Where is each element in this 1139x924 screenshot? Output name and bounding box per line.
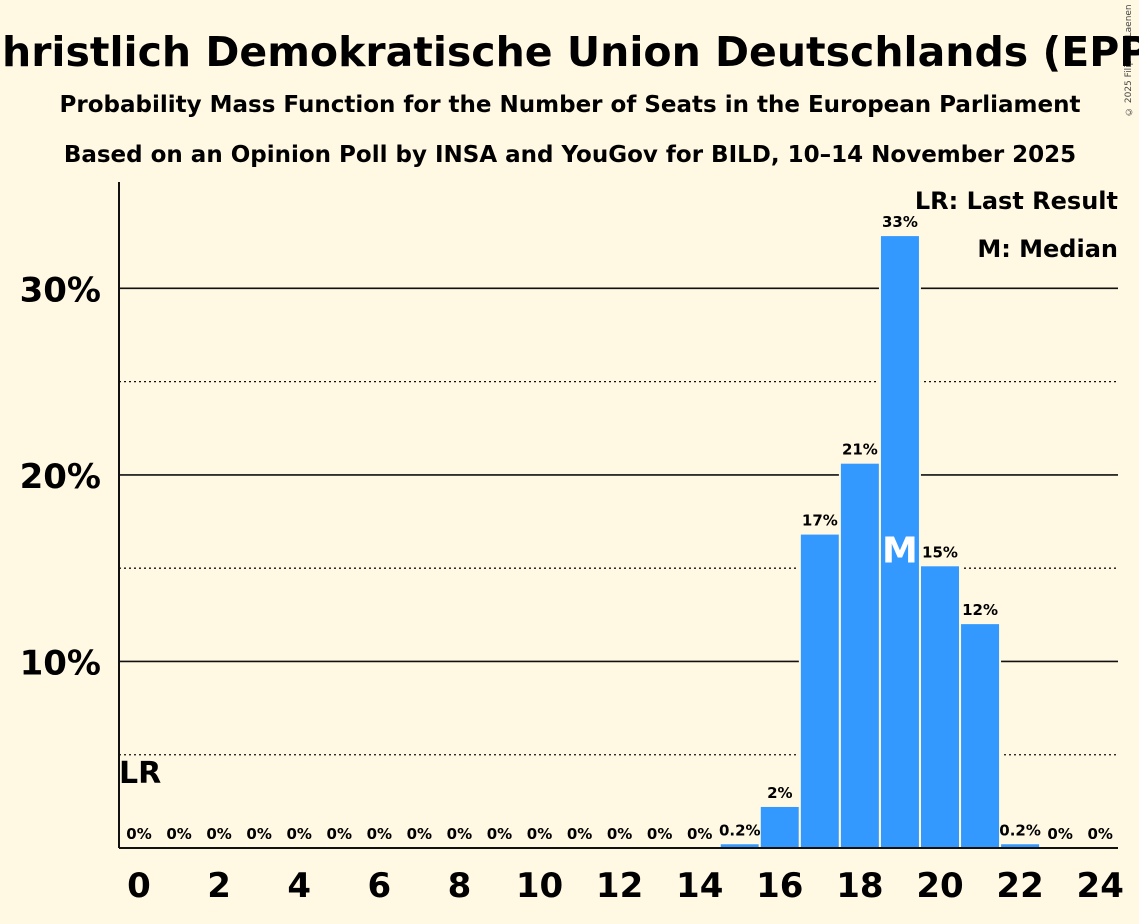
data-label: 0% [1047, 825, 1072, 843]
x-tick-label: 4 [287, 866, 311, 906]
x-tick-label: 18 [836, 866, 883, 906]
bar [961, 624, 1000, 848]
data-label: 0% [246, 825, 271, 843]
data-label: 2% [767, 784, 792, 802]
data-label: 0.2% [719, 821, 761, 839]
data-label: 0% [206, 825, 231, 843]
data-label: 0% [166, 825, 191, 843]
data-label: 0% [447, 825, 472, 843]
x-tick-label: 20 [916, 866, 963, 906]
x-tick-label: 8 [448, 866, 472, 906]
data-label: 0% [527, 825, 552, 843]
data-label: 0% [407, 825, 432, 843]
data-label: 17% [802, 512, 838, 530]
last-result-marker: LR [119, 756, 161, 791]
x-tick-label: 2 [207, 866, 231, 906]
data-label: 33% [882, 213, 918, 231]
bars [718, 234, 1042, 849]
x-tick-label: 6 [367, 866, 391, 906]
data-label: 0.2% [999, 821, 1041, 839]
data-label: 0% [286, 825, 311, 843]
bar [1001, 844, 1040, 848]
x-tick-label: 16 [756, 866, 803, 906]
data-label: 0% [1087, 825, 1112, 843]
data-label: 0% [126, 825, 151, 843]
bar [880, 236, 919, 849]
data-label: 0% [607, 825, 632, 843]
data-label: 21% [842, 441, 878, 459]
data-label: 12% [962, 601, 998, 619]
median-marker: M [882, 530, 918, 571]
x-tick-label: 12 [596, 866, 643, 906]
bar [720, 844, 759, 848]
y-tick-label: 10% [20, 643, 101, 683]
y-tick-label: 30% [20, 270, 101, 310]
data-label: 0% [647, 825, 672, 843]
x-tick-label: 22 [996, 866, 1043, 906]
data-label: 0% [687, 825, 712, 843]
bar [800, 534, 839, 848]
data-label: 15% [922, 543, 958, 561]
data-label: 0% [567, 825, 592, 843]
legend-last-result: LR: Last Result [915, 187, 1118, 215]
data-label: 0% [367, 825, 392, 843]
x-tick-label: 0 [127, 866, 151, 906]
legend-median: M: Median [977, 235, 1118, 263]
bar [840, 463, 879, 848]
x-tick-label: 10 [516, 866, 563, 906]
x-tick-label: 24 [1077, 866, 1124, 906]
data-labels: 0% 0% 0% 0% 0% 0% 0% 0% 0% 0% 0% 0% 0% 0% 0% 0.2% 2% 17% 2… [119, 213, 1113, 843]
chart-title: Christlich Demokratische Union Deutschla… [0, 28, 1139, 76]
data-label: 0% [327, 825, 352, 843]
chart-subtitle-source: Based on an Opinion Poll by INSA and You… [64, 142, 1076, 168]
bar [760, 806, 799, 848]
data-label: 0% [487, 825, 512, 843]
x-tick-label: 14 [676, 866, 723, 906]
bar [921, 566, 959, 848]
axes: 10%20%30%0 2 4 6 8 10 12 14 16 18 20 22 24 [20, 182, 1124, 906]
y-tick-label: 20% [20, 457, 101, 497]
chart-subtitle: Probability Mass Function for the Number… [60, 92, 1081, 118]
